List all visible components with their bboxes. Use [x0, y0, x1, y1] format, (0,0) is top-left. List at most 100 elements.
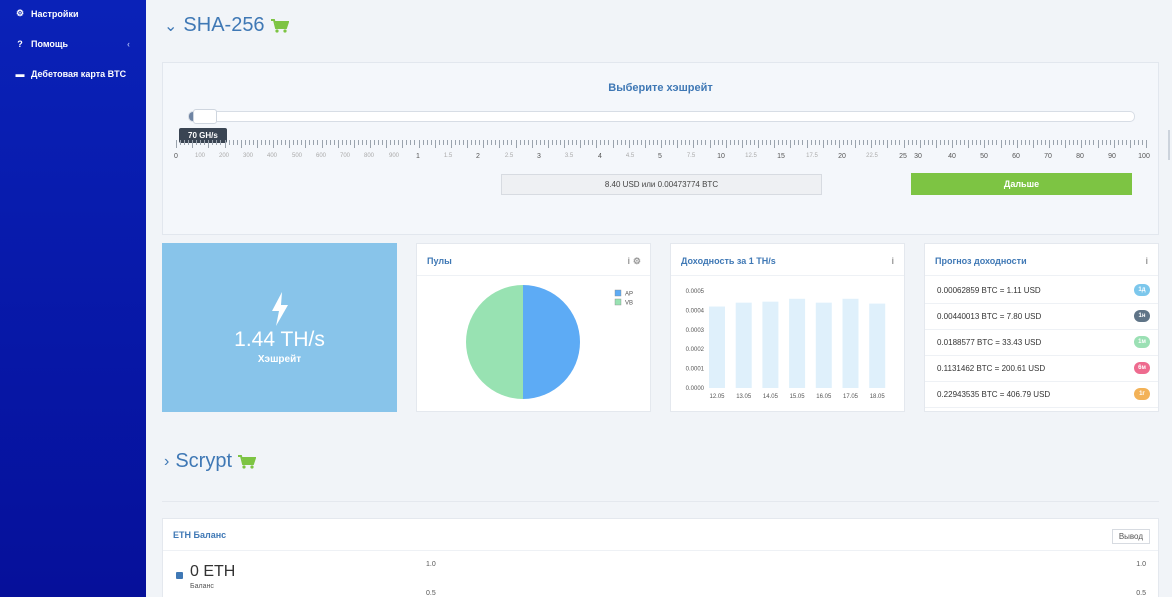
- axis-tick-right: 1.0: [1136, 561, 1146, 568]
- info-icon[interactable]: i: [627, 256, 630, 266]
- scale-tick: [313, 140, 315, 145]
- scale-tick: [758, 140, 759, 148]
- card-title: ETH Баланс: [173, 530, 227, 540]
- scale-tick: [458, 140, 460, 145]
- scale-tick: [737, 140, 739, 145]
- scale-tick: [386, 140, 388, 148]
- scale-tick: [685, 140, 687, 145]
- question-icon: ?: [17, 39, 23, 49]
- forecast-row: 0.00440013 BTC = 7.80 USD 1н: [925, 304, 1158, 330]
- scale-tick: [749, 140, 751, 145]
- scale-label: 1.5: [443, 153, 453, 159]
- scale-tick: [992, 140, 994, 145]
- scale-tick: [422, 140, 424, 145]
- bar[interactable]: [869, 303, 886, 388]
- scale-tick: [628, 140, 630, 148]
- scrypt-section-toggle[interactable]: › Scrypt: [164, 450, 257, 473]
- lightning-icon: [162, 292, 397, 331]
- card-title: Прогноз доходности: [935, 256, 1027, 266]
- scale-tick: [507, 140, 509, 145]
- forecast-value: 0.1131462 BTC = 200.61 USD: [937, 364, 1046, 373]
- scale-tick: [935, 140, 937, 148]
- scale-tick: [430, 140, 432, 145]
- withdraw-button[interactable]: Вывод: [1111, 529, 1150, 544]
- scale-tick: [899, 140, 901, 145]
- scale-tick: [1101, 140, 1103, 145]
- bar[interactable]: [735, 302, 752, 388]
- forecast-value: 0.22943535 BTC = 406.79 USD: [937, 390, 1051, 399]
- bar[interactable]: [762, 301, 779, 388]
- sidebar-item-help[interactable]: ? Помощь ‹: [15, 39, 139, 49]
- scale-tick: [947, 140, 949, 145]
- scale-tick: [830, 140, 832, 145]
- scale-tick: [1016, 140, 1018, 148]
- scale-tick: [426, 140, 428, 145]
- scale-tick: [911, 140, 913, 145]
- legend-swatch: [614, 298, 622, 306]
- y-tick-label: 0.0000: [686, 386, 705, 392]
- pie-slice-vb[interactable]: [466, 285, 523, 399]
- yield-card: Доходность за 1 TH/s i 0.0005 0.0004 0.000…: [670, 243, 905, 412]
- scale-tick: [1105, 140, 1107, 145]
- scale-tick: [576, 140, 578, 145]
- scale-tick: [551, 140, 553, 145]
- sidebar-item-btc-card[interactable]: ▬ Дебетовая карта BTC: [15, 69, 127, 79]
- sidebar-item-settings[interactable]: ⚙ Настройки: [15, 8, 79, 19]
- bar[interactable]: [709, 306, 725, 388]
- scale-tick: [277, 140, 279, 145]
- scale-tick: [467, 140, 468, 148]
- bar[interactable]: [815, 302, 832, 388]
- scale-tick: [232, 140, 234, 145]
- scrollbar[interactable]: [1168, 130, 1170, 160]
- info-icon[interactable]: i: [1145, 256, 1148, 266]
- scale-tick: [378, 140, 380, 145]
- scale-label: 2: [476, 153, 480, 160]
- sidebar-item-label: Помощь: [31, 39, 69, 49]
- scale-tick: [770, 140, 772, 145]
- hashrate-slider[interactable]: [188, 109, 1135, 124]
- scale-tick: [1073, 140, 1075, 145]
- scale-tick: [612, 140, 614, 148]
- sha256-section-toggle[interactable]: ⌄ SHA-256: [164, 14, 289, 37]
- cart-icon[interactable]: [270, 18, 289, 33]
- slider-handle[interactable]: [193, 109, 217, 124]
- gear-icon[interactable]: ⚙: [632, 256, 641, 266]
- info-icon[interactable]: i: [891, 256, 894, 266]
- forecast-value: 0.00062859 BTC = 1.11 USD: [937, 286, 1041, 295]
- next-button[interactable]: Дальше: [911, 173, 1132, 195]
- scale-tick: [491, 140, 493, 145]
- bar[interactable]: [842, 298, 859, 388]
- axis-tick-left: 0.5: [426, 590, 436, 597]
- chevron-right-icon: ›: [164, 452, 170, 470]
- scale-tick: [584, 140, 586, 145]
- scale-tick: [519, 140, 521, 145]
- x-tick-label: 14.05: [763, 394, 779, 400]
- hashrate-panel: Выберите хэшрейт 70 GH/s 0 100 200 300 400 50…: [162, 62, 1159, 235]
- scale-label: 0: [174, 153, 178, 160]
- scale-tick: [964, 140, 966, 145]
- scale-tick: [208, 140, 210, 148]
- scale-tick: [600, 140, 602, 145]
- scale-label: 70: [1044, 153, 1052, 160]
- scale-tick: [697, 140, 699, 145]
- scale-tick: [325, 140, 327, 145]
- pie-slice-ap[interactable]: [523, 285, 580, 399]
- scale-tick: [535, 140, 537, 145]
- chevron-left-icon: ‹: [127, 39, 130, 49]
- scale-tick: [1065, 140, 1067, 148]
- scale-tick: [438, 140, 440, 145]
- x-tick-label: 13.05: [736, 394, 752, 400]
- period-badge: 1м: [1134, 336, 1150, 348]
- bar[interactable]: [789, 298, 806, 388]
- y-tick-label: 0.0003: [686, 328, 705, 334]
- scale-tick: [592, 140, 594, 145]
- hashrate-caption: Хэшрейт: [257, 354, 302, 365]
- legend-label: AP: [625, 292, 633, 298]
- cart-icon[interactable]: [238, 454, 257, 469]
- scale-tick: [564, 140, 565, 148]
- scale-tick: [495, 140, 497, 145]
- scale-tick: [462, 140, 464, 145]
- pools-pie-chart: AP VB: [466, 285, 633, 399]
- scale-label: 80: [1076, 153, 1084, 160]
- scale-tick: [842, 140, 844, 145]
